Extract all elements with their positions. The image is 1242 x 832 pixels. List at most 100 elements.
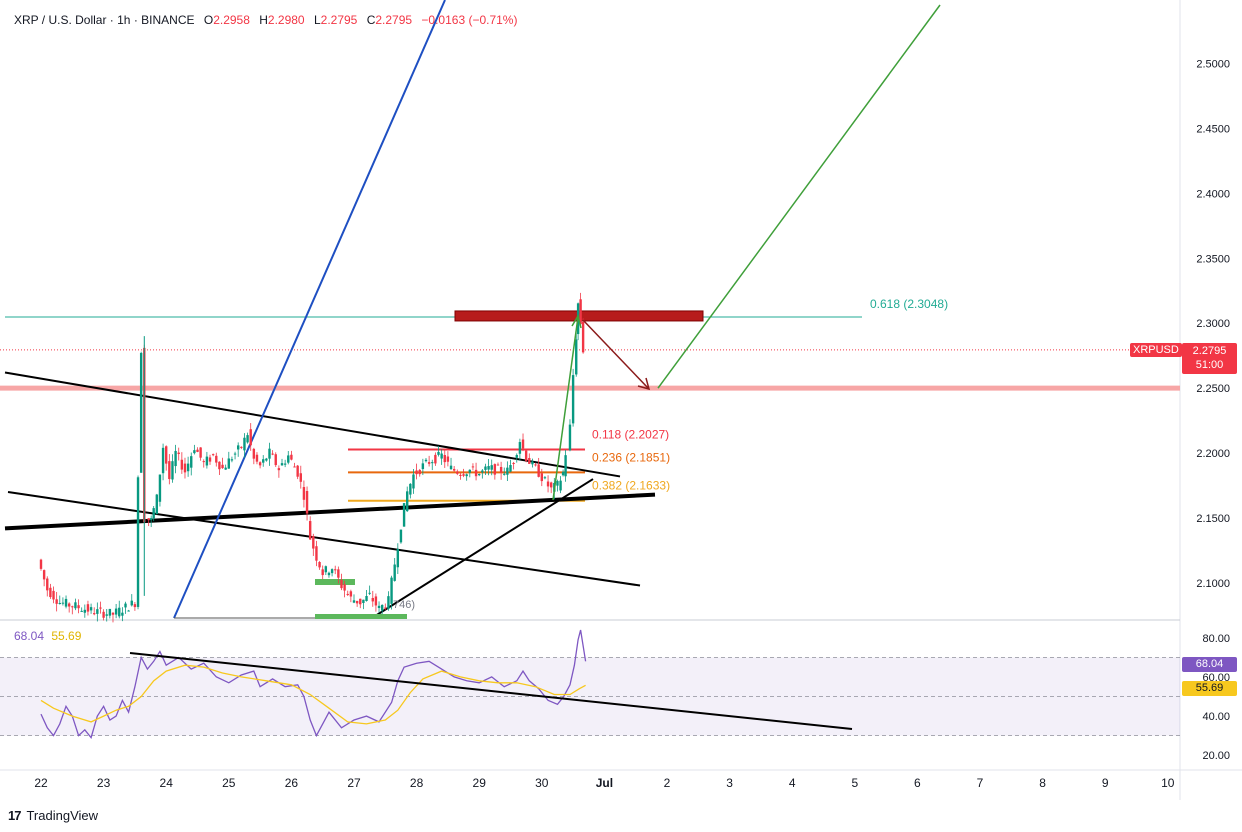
candle-body <box>296 465 299 477</box>
candle-body <box>330 569 334 574</box>
candle-body <box>568 424 572 451</box>
candle-body <box>571 375 575 424</box>
candle-body <box>39 559 43 569</box>
rsi-legend[interactable]: 68.04 55.69 <box>14 629 81 643</box>
candle-body <box>305 491 309 514</box>
high-value: 2.2980 <box>267 13 305 27</box>
rising-support-line <box>371 478 594 619</box>
candle-body <box>93 613 96 615</box>
candle-body <box>318 562 321 568</box>
candle-body <box>365 595 368 601</box>
candle-body <box>503 473 506 475</box>
candle-body <box>334 569 337 571</box>
candle-body <box>412 474 415 489</box>
candle-body <box>478 474 481 476</box>
candle-body <box>540 473 543 482</box>
rsi-line <box>40 629 587 739</box>
candle-body <box>49 587 52 598</box>
y-tick-label: 2.5000 <box>1196 58 1230 70</box>
x-tick-label: 6 <box>914 776 921 790</box>
candle-body <box>561 471 565 476</box>
candle-body <box>459 474 462 476</box>
y-tick-label: 2.4000 <box>1196 188 1230 200</box>
candle-body <box>387 596 390 609</box>
rsi-ma-tag: 55.69 <box>1182 681 1237 696</box>
candle-body <box>390 577 393 604</box>
x-tick-label: 25 <box>222 776 236 790</box>
rsi-tick-label: 40.00 <box>1202 711 1230 723</box>
x-tick-label: 26 <box>285 776 299 790</box>
candle-body <box>434 454 437 464</box>
green-marker <box>315 579 355 585</box>
candle-body <box>564 455 567 477</box>
tradingview-branding[interactable]: 17 TradingView <box>8 808 98 823</box>
candle-body <box>149 518 153 520</box>
x-tick-label: 27 <box>347 776 361 790</box>
upper-wedge-line <box>4 371 621 478</box>
y-tick-label: 2.2000 <box>1196 448 1230 460</box>
candle-body <box>147 518 150 521</box>
candle-body <box>89 607 93 611</box>
open-value: 2.2958 <box>213 13 250 27</box>
candle-body <box>55 599 58 604</box>
x-tick-label: 4 <box>789 776 796 790</box>
x-tick-label: 5 <box>851 776 858 790</box>
candle-body <box>133 604 137 608</box>
candle-body <box>509 465 512 472</box>
close-label: C <box>366 13 376 27</box>
candle-body <box>506 467 509 475</box>
candle-body <box>161 447 165 474</box>
y-tick-label: 2.2500 <box>1196 383 1230 395</box>
candle-body <box>258 462 262 466</box>
candle-body <box>265 458 268 461</box>
symbol-title[interactable]: XRP / U.S. Dollar · 1h · BINANCE <box>14 13 195 27</box>
candle-body <box>399 529 403 543</box>
candle-body <box>83 609 87 613</box>
rsi-ma-label: 55.69 <box>51 629 82 643</box>
up-arrow-line <box>552 316 579 501</box>
candle-body <box>136 477 140 607</box>
y-tick-label: 2.3500 <box>1196 253 1230 265</box>
candle-body <box>299 473 302 482</box>
candle-body <box>174 450 177 467</box>
change-value: −0.0163 (−0.71%) <box>421 13 518 27</box>
candle-body <box>67 603 71 607</box>
candle-body <box>437 451 440 455</box>
candle-body <box>402 503 406 527</box>
rsi-tick-label: 60.00 <box>1202 672 1230 684</box>
candle-body <box>546 481 550 487</box>
candle-body <box>227 458 230 469</box>
candle-body <box>471 466 475 468</box>
candle-body <box>424 459 428 462</box>
x-tick-label: 2 <box>664 776 671 790</box>
candle-body <box>208 457 212 462</box>
candle-body <box>268 448 271 459</box>
candle-body <box>431 462 434 464</box>
x-tick-label: 30 <box>535 776 549 790</box>
rsi-trend-line <box>129 652 853 730</box>
candle-body <box>393 564 396 581</box>
symbol-header: XRP / U.S. Dollar · 1h · BINANCE O2.2958… <box>14 13 517 27</box>
candle-body <box>180 459 184 470</box>
candle-body <box>130 600 133 606</box>
fib-level-label: 0.618 (2.3048) <box>870 297 948 311</box>
candle-body <box>499 466 503 473</box>
candle-body <box>86 604 90 612</box>
candle-body <box>515 454 518 458</box>
last-price-tag: 2.2795 51:00 <box>1182 343 1237 374</box>
candle-body <box>449 465 453 470</box>
up-arrow-head <box>571 314 582 329</box>
candle-body <box>418 469 421 475</box>
candle-body <box>196 449 199 452</box>
candle-body <box>290 454 293 460</box>
candle-body <box>293 466 296 468</box>
candle-body <box>240 446 243 448</box>
projection-line <box>657 4 941 389</box>
candle-body <box>236 445 240 450</box>
candle-body <box>559 480 562 491</box>
candle-body <box>406 491 409 512</box>
candle-body <box>468 469 472 473</box>
candle-body <box>421 463 425 470</box>
candle-body <box>415 470 418 475</box>
